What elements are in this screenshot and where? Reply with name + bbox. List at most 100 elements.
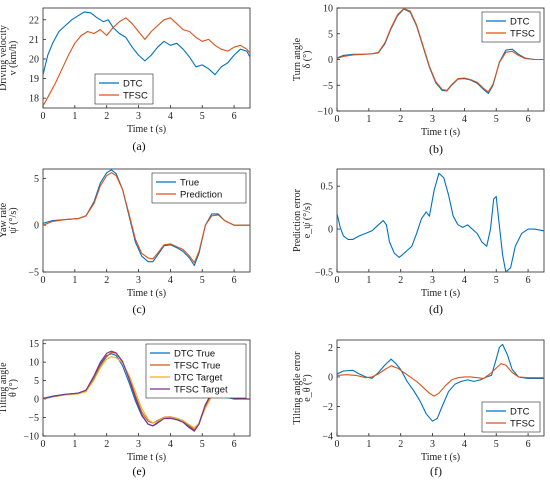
- y-tick-label-f: 2: [328, 343, 333, 354]
- y-tick-label-e: −10: [23, 432, 39, 443]
- x-tick-label-f: 1: [366, 439, 371, 450]
- y-tick-label-d: 0.5: [321, 182, 334, 193]
- y-tick-label-c: 5: [34, 174, 39, 185]
- y-axis-label-d: Prediction error: [292, 188, 303, 252]
- y-tick-label-a: 20: [29, 54, 39, 65]
- panel-caption-e: (e): [132, 464, 145, 478]
- x-axis-label-f: Time t (s): [421, 452, 460, 463]
- x-tick-label-a: 3: [136, 111, 141, 122]
- y-tick-label-a: 21: [29, 35, 39, 46]
- legend-label-a-0: DTC: [123, 79, 143, 90]
- y-axis-label-a: Driving velocity: [0, 25, 9, 91]
- axes-box-c: [42, 168, 251, 273]
- legend-label-f-0: DTC: [510, 407, 530, 418]
- legend-label-c-0: True: [180, 178, 199, 189]
- y-axis-unit-b: δ (°): [302, 51, 313, 69]
- x-axis-label-b: Time t (s): [421, 127, 460, 138]
- panel-caption-d: (d): [429, 302, 443, 316]
- y-tick-label-c: 0: [34, 221, 39, 232]
- y-axis-unit-a: v (km/h): [8, 41, 19, 76]
- legend-box-f: [481, 401, 541, 433]
- panel-caption-f: (f): [430, 464, 442, 478]
- y-axis-unit-d: e_ψ̇ (°/s): [302, 203, 313, 239]
- legend-box-b: [481, 11, 541, 43]
- x-axis-label-a: Time t (s): [127, 124, 166, 135]
- x-tick-label-f: 3: [430, 439, 435, 450]
- x-tick-label-d: 3: [430, 275, 435, 286]
- series-line-c-1: [43, 172, 250, 264]
- series-line-d-0: [337, 172, 544, 272]
- y-tick-label-c: −5: [28, 268, 39, 279]
- panel-f: 0 1 2 3 4 5 6 −4 −2 0 2 Time t (s) Tilting angle err…: [292, 339, 545, 478]
- x-tick-label-d: 4: [462, 275, 467, 286]
- series-line-a-0: [43, 11, 250, 76]
- series-line-e-1: [43, 351, 250, 431]
- x-tick-label-e: 0: [41, 439, 46, 450]
- legend-label-f-1: TFSC: [510, 419, 535, 430]
- axes-box-f: [336, 339, 545, 437]
- x-tick-label-d: 6: [526, 275, 531, 286]
- y-tick-label-e: 0: [34, 395, 39, 406]
- x-tick-label-a: 0: [41, 111, 46, 122]
- y-tick-label-f: −4: [322, 432, 333, 443]
- y-tick-label-a: 18: [29, 94, 39, 105]
- x-tick-label-b: 0: [335, 114, 340, 125]
- legend-label-e-2: DTC Target: [174, 373, 223, 384]
- panel-a: 0 1 2 3 4 5 6 18 19 20 21 22 Time t (s) Driving veloc…: [0, 7, 251, 153]
- y-tick-label-b: −5: [322, 81, 333, 92]
- y-tick-label-d: 0: [328, 225, 333, 236]
- x-tick-label-b: 5: [494, 114, 499, 125]
- panel-caption-c: (c): [132, 302, 145, 316]
- y-tick-label-f: 0: [328, 372, 333, 383]
- x-tick-label-c: 6: [232, 275, 237, 286]
- legend-box-a: [94, 73, 154, 105]
- x-tick-label-a: 1: [72, 111, 77, 122]
- y-tick-label-b: 0: [328, 55, 333, 66]
- x-tick-label-e: 5: [200, 439, 205, 450]
- x-axis-label-e: Time t (s): [127, 452, 166, 463]
- panel-b: 0 1 2 3 4 5 6 −10 −5 0 5 10 Time t (s) Turn angle δ (°…: [292, 4, 545, 156]
- y-axis-label-f: Tilting angle error: [292, 351, 303, 425]
- x-tick-label-a: 4: [168, 111, 173, 122]
- y-tick-label-e: 10: [29, 358, 39, 369]
- x-tick-label-c: 1: [72, 275, 77, 286]
- x-axis-label-d: Time t (s): [421, 288, 460, 299]
- x-tick-label-f: 6: [526, 439, 531, 450]
- x-tick-label-a: 5: [200, 111, 205, 122]
- x-tick-label-f: 5: [494, 439, 499, 450]
- legend-label-e-0: DTC True: [174, 349, 215, 360]
- x-tick-label-f: 4: [462, 439, 467, 450]
- x-tick-label-c: 0: [41, 275, 46, 286]
- x-tick-label-e: 2: [104, 439, 109, 450]
- y-axis-unit-f: e_θ (°): [302, 374, 313, 401]
- y-tick-label-a: 19: [29, 74, 39, 85]
- series-line-f-1: [337, 363, 544, 397]
- series-line-e-2: [43, 356, 250, 429]
- x-tick-label-d: 0: [335, 275, 340, 286]
- x-tick-label-d: 5: [494, 275, 499, 286]
- series-line-a-1: [43, 17, 250, 107]
- x-axis-label-c: Time t (s): [127, 288, 166, 299]
- x-tick-label-a: 6: [232, 111, 237, 122]
- y-axis-unit-e: θ (°): [8, 379, 19, 397]
- axes-box-d: [336, 168, 545, 273]
- x-tick-label-c: 4: [168, 275, 173, 286]
- legend-label-b-1: TFSC: [510, 29, 535, 40]
- x-tick-label-c: 2: [104, 275, 109, 286]
- x-tick-label-e: 3: [136, 439, 141, 450]
- y-tick-label-f: −2: [322, 402, 333, 413]
- x-tick-label-b: 6: [526, 114, 531, 125]
- y-tick-label-e: 5: [34, 376, 39, 387]
- x-tick-label-d: 1: [366, 275, 371, 286]
- legend-label-b-0: DTC: [510, 17, 530, 28]
- y-tick-label-e: −5: [28, 413, 39, 424]
- legend-label-e-3: TFSC Target: [174, 385, 228, 396]
- x-tick-label-b: 1: [366, 114, 371, 125]
- x-tick-label-e: 1: [72, 439, 77, 450]
